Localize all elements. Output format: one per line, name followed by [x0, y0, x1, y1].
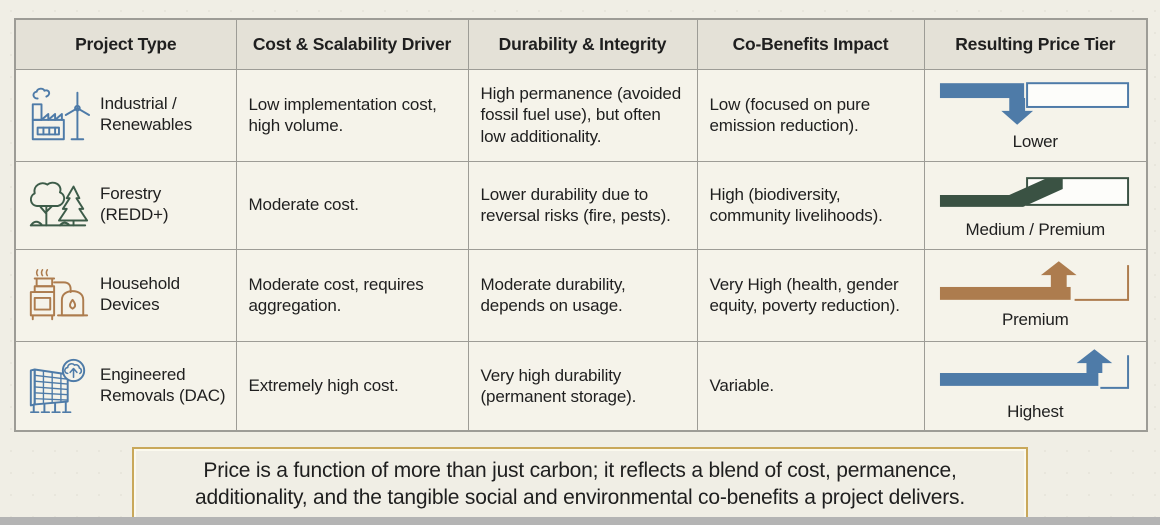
project-type-label: Engineered Removals (DAC) — [100, 365, 226, 405]
factory-wind-turbine-icon — [24, 86, 92, 144]
comparison-table: Project Type Cost & Scalability Driver D… — [14, 18, 1148, 432]
key-takeaway-note: Price is a function of more than just ca… — [132, 447, 1028, 522]
header-project-type: Project Type — [14, 18, 237, 70]
table-row-engineered-removals: Engineered Removals (DAC) Extremely high… — [14, 340, 1148, 432]
table-row-forestry: Forestry (REDD+) Moderate cost. Lower du… — [14, 160, 1148, 250]
dac-building-icon — [24, 357, 92, 415]
project-type-label: Forestry (REDD+) — [100, 184, 169, 224]
price-tier-ramp-up-graphic — [940, 177, 1130, 208]
cookstove-icon — [24, 266, 92, 324]
co-benefits-cell: Variable. — [696, 340, 925, 432]
durability-cell: Moderate durability, depends on usage. — [467, 248, 698, 342]
project-type-label: Household Devices — [100, 274, 180, 314]
header-durability-integrity: Durability & Integrity — [467, 18, 698, 70]
header-co-benefits: Co-Benefits Impact — [696, 18, 925, 70]
table-row-industrial-renewables: Industrial / Renewables Low implementati… — [14, 68, 1148, 162]
durability-cell: Very high durability (permanent storage)… — [467, 340, 698, 432]
table-row-household-devices: Household Devices Moderate cost, require… — [14, 248, 1148, 342]
key-takeaway-text: Price is a function of more than just ca… — [195, 459, 965, 510]
price-tier-step-down-graphic — [940, 82, 1130, 126]
durability-cell: High permanence (avoided fossil fuel use… — [467, 68, 698, 162]
header-price-tier: Resulting Price Tier — [923, 18, 1148, 70]
cost-cell: Moderate cost. — [235, 160, 469, 250]
bottom-edge-strip — [0, 517, 1160, 525]
forest-trees-icon — [24, 176, 92, 234]
price-tier-arrow-up-end-graphic — [940, 349, 1130, 389]
co-benefits-cell: High (biodiversity, community livelihood… — [696, 160, 925, 250]
co-benefits-cell: Low (focused on pure emission reduction)… — [696, 68, 925, 162]
durability-cell: Lower durability due to reversal risks (… — [467, 160, 698, 250]
price-tier-label: Highest — [1007, 402, 1064, 422]
price-tier-arrow-up-graphic — [940, 261, 1130, 302]
cost-cell: Extremely high cost. — [235, 340, 469, 432]
cost-cell: Low implementation cost, high volume. — [235, 68, 469, 162]
co-benefits-cell: Very High (health, gender equity, povert… — [696, 248, 925, 342]
project-type-label: Industrial / Renewables — [100, 94, 193, 134]
price-tier-label: Medium / Premium — [965, 220, 1106, 240]
price-tier-label: Lower — [1012, 132, 1059, 152]
cost-cell: Moderate cost, requires aggregation. — [235, 248, 469, 342]
header-cost-scalability: Cost & Scalability Driver — [235, 18, 469, 70]
header-row: Project Type Cost & Scalability Driver D… — [14, 18, 1148, 70]
price-tier-label: Premium — [1001, 310, 1069, 330]
